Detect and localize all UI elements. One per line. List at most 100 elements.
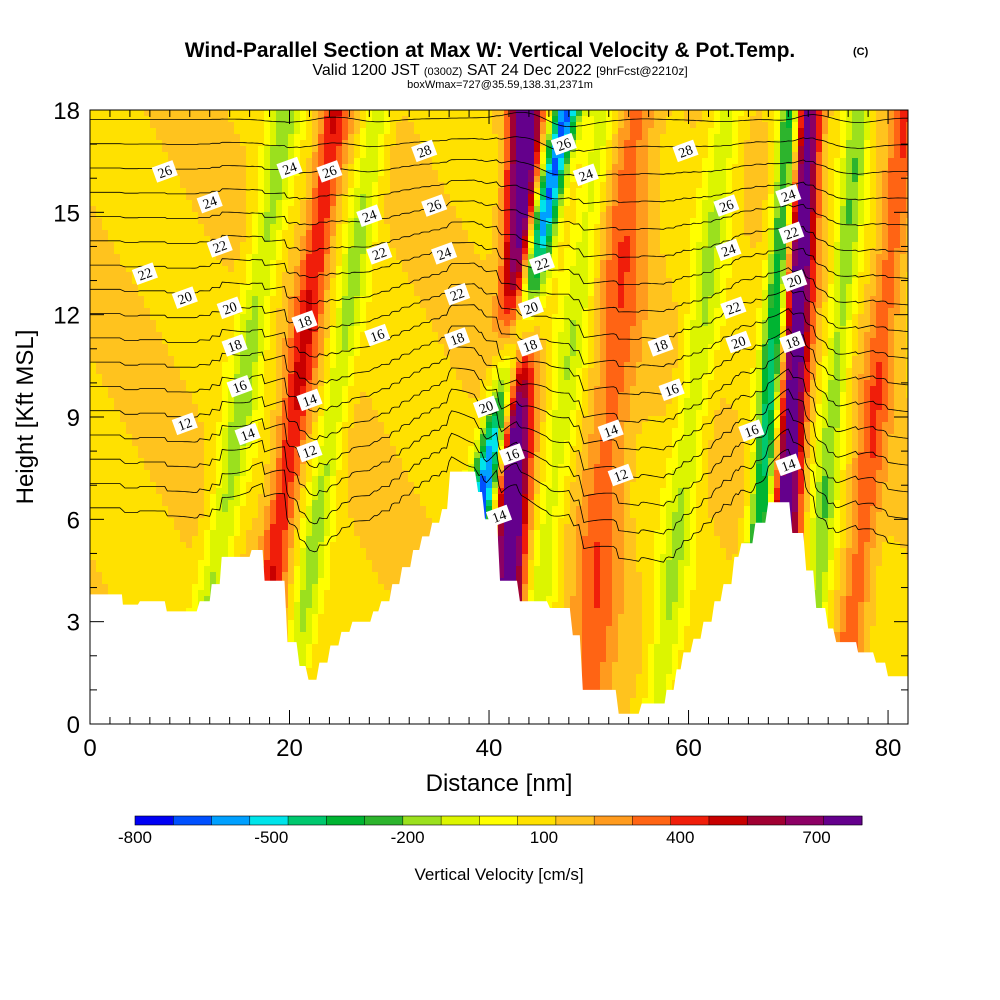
field-cell <box>90 212 97 219</box>
field-cell <box>198 446 205 453</box>
field-cell <box>264 320 271 327</box>
field-cell <box>114 320 121 327</box>
field-cell <box>126 338 133 345</box>
field-cell <box>312 674 319 681</box>
field-cell <box>282 560 289 567</box>
field-cell <box>144 368 151 375</box>
field-cell <box>330 476 337 483</box>
field-cell <box>258 362 265 369</box>
field-cell <box>174 218 181 225</box>
field-cell <box>138 584 145 591</box>
field-cell <box>234 200 241 207</box>
field-cell <box>174 374 181 381</box>
field-cell <box>174 200 181 207</box>
field-cell <box>288 512 295 519</box>
field-cell <box>150 338 157 345</box>
field-cell <box>90 368 97 375</box>
field-cell <box>120 482 127 489</box>
field-cell <box>198 350 205 357</box>
field-cell <box>168 212 175 219</box>
field-cell <box>348 572 355 579</box>
field-cell <box>168 182 175 189</box>
field-cell <box>168 230 175 237</box>
field-cell <box>234 350 241 357</box>
field-cell <box>354 488 361 495</box>
field-cell <box>186 482 193 489</box>
field-cell <box>168 110 175 117</box>
field-cell <box>282 416 289 423</box>
field-cell <box>192 320 199 327</box>
field-cell <box>312 188 319 195</box>
field-cell <box>102 218 109 225</box>
field-cell <box>288 230 295 237</box>
field-cell <box>372 518 379 525</box>
field-cell <box>252 134 259 141</box>
field-cell <box>174 608 181 615</box>
field-cell <box>252 164 259 171</box>
field-cell <box>294 422 301 429</box>
field-cell <box>360 488 367 495</box>
field-cell <box>336 242 343 249</box>
field-cell <box>354 350 361 357</box>
field-cell <box>198 164 205 171</box>
field-cell <box>342 626 349 633</box>
field-cell <box>162 188 169 195</box>
field-cell <box>318 614 325 621</box>
field-cell <box>312 200 319 207</box>
field-cell <box>204 344 211 351</box>
field-cell <box>366 152 373 159</box>
field-cell <box>324 476 331 483</box>
field-cell <box>270 542 277 549</box>
field-cell <box>318 260 325 267</box>
field-cell <box>180 434 187 441</box>
field-cell <box>312 500 319 507</box>
field-cell <box>216 458 223 465</box>
field-cell <box>270 416 277 423</box>
field-cell <box>228 236 235 243</box>
field-cell <box>168 362 175 369</box>
field-cell <box>168 134 175 141</box>
field-cell <box>156 392 163 399</box>
field-cell <box>132 374 139 381</box>
field-cell <box>360 284 367 291</box>
field-cell <box>174 566 181 573</box>
field-cell <box>96 560 103 567</box>
field-cell <box>204 560 211 567</box>
field-cell <box>120 458 127 465</box>
field-cell <box>318 218 325 225</box>
field-cell <box>216 530 223 537</box>
field-cell <box>120 266 127 273</box>
field-cell <box>336 404 343 411</box>
field-cell <box>174 230 181 237</box>
field-cell <box>282 320 289 327</box>
field-cell <box>114 146 121 153</box>
field-cell <box>372 314 379 321</box>
field-cell <box>288 374 295 381</box>
field-cell <box>210 146 217 153</box>
field-cell <box>102 230 109 237</box>
field-cell <box>234 410 241 417</box>
field-cell <box>180 512 187 519</box>
field-cell <box>324 188 331 195</box>
field-cell <box>114 386 121 393</box>
field-cell <box>348 542 355 549</box>
field-cell <box>264 284 271 291</box>
field-cell <box>102 338 109 345</box>
field-cell <box>156 506 163 513</box>
field-cell <box>312 266 319 273</box>
field-cell <box>258 458 265 465</box>
field-cell <box>240 350 247 357</box>
field-cell <box>186 152 193 159</box>
field-cell <box>90 470 97 477</box>
field-cell <box>294 518 301 525</box>
field-cell <box>336 506 343 513</box>
field-cell <box>204 464 211 471</box>
field-cell <box>156 350 163 357</box>
field-cell <box>120 146 127 153</box>
field-cell <box>192 398 199 405</box>
field-cell <box>108 554 115 561</box>
field-cell <box>372 392 379 399</box>
field-cell <box>144 524 151 531</box>
field-cell <box>252 284 259 291</box>
